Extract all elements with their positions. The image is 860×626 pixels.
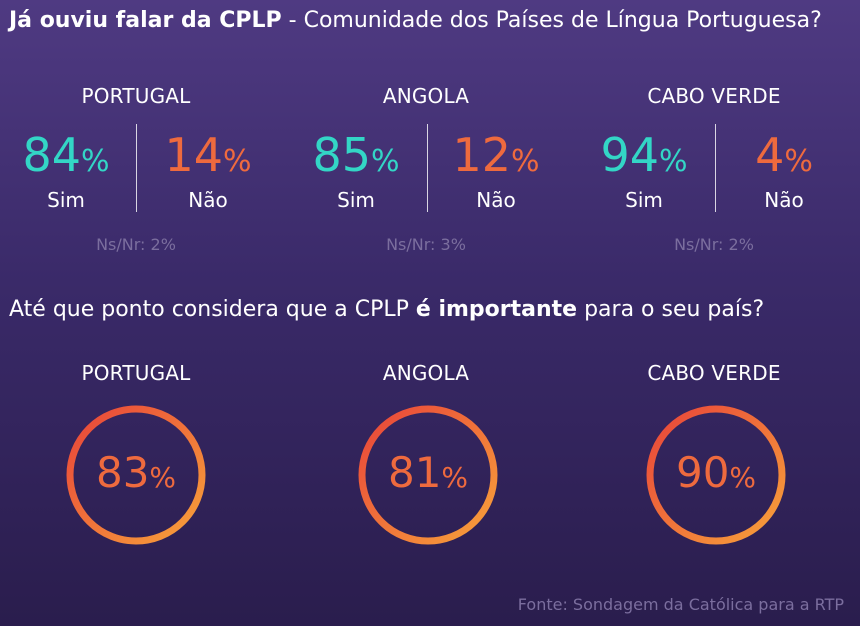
importance-gauge-angola: 81% [355, 402, 501, 548]
nao-label: Não [188, 188, 228, 212]
divider [427, 124, 428, 212]
question-importance-bold: é importante [415, 297, 578, 322]
nao-value: 14% [164, 128, 252, 182]
nao-value: 4% [755, 128, 813, 182]
nao-label: Não [764, 188, 804, 212]
nsnr-value: Ns/Nr: 2% [96, 235, 176, 254]
divider [136, 124, 137, 212]
question-awareness: Já ouviu falar da CPLP - Comunidade dos … [9, 8, 822, 33]
question-awareness-bold: Já ouviu falar da CPLP [9, 8, 282, 33]
sim-value: 94% [600, 128, 688, 182]
country-label: PORTUGAL [81, 84, 191, 108]
gauge-ring-arc [646, 405, 786, 545]
question-importance-after: para o seu país? [577, 297, 765, 322]
gauge-ring-arc [358, 405, 498, 545]
question-importance-before: Até que ponto considera que a CPLP [9, 297, 416, 322]
country-label: ANGOLA [382, 361, 470, 385]
nao-label: Não [476, 188, 516, 212]
sim-label: Sim [625, 188, 663, 212]
nao-value: 12% [452, 128, 540, 182]
question-awareness-rest: - Comunidade dos Países de Língua Portug… [281, 8, 822, 33]
sim-value: 84% [22, 128, 110, 182]
country-label: PORTUGAL [81, 361, 191, 385]
importance-value: 81% [387, 448, 469, 497]
divider [715, 124, 716, 212]
gauge-ring-arc [66, 405, 206, 545]
importance-gauge-portugal: 83% [63, 402, 209, 548]
gauge-ring [646, 405, 786, 545]
country-label: CABO VERDE [647, 361, 781, 385]
country-label: CABO VERDE [647, 84, 781, 108]
nsnr-value: Ns/Nr: 3% [386, 235, 466, 254]
gauge-ring [358, 405, 498, 545]
importance-gauge-cabo-verde: 90% [643, 402, 789, 548]
importance-value: 83% [95, 448, 177, 497]
importance-value: 90% [675, 448, 757, 497]
nsnr-value: Ns/Nr: 2% [674, 235, 754, 254]
country-label: ANGOLA [382, 84, 470, 108]
gauge-ring [66, 405, 206, 545]
question-importance: Até que ponto considera que a CPLP é imp… [9, 297, 764, 322]
sim-label: Sim [47, 188, 85, 212]
source-credit: Fonte: Sondagem da Católica para a RTP [517, 595, 844, 614]
sim-value: 85% [312, 128, 400, 182]
sim-label: Sim [337, 188, 375, 212]
